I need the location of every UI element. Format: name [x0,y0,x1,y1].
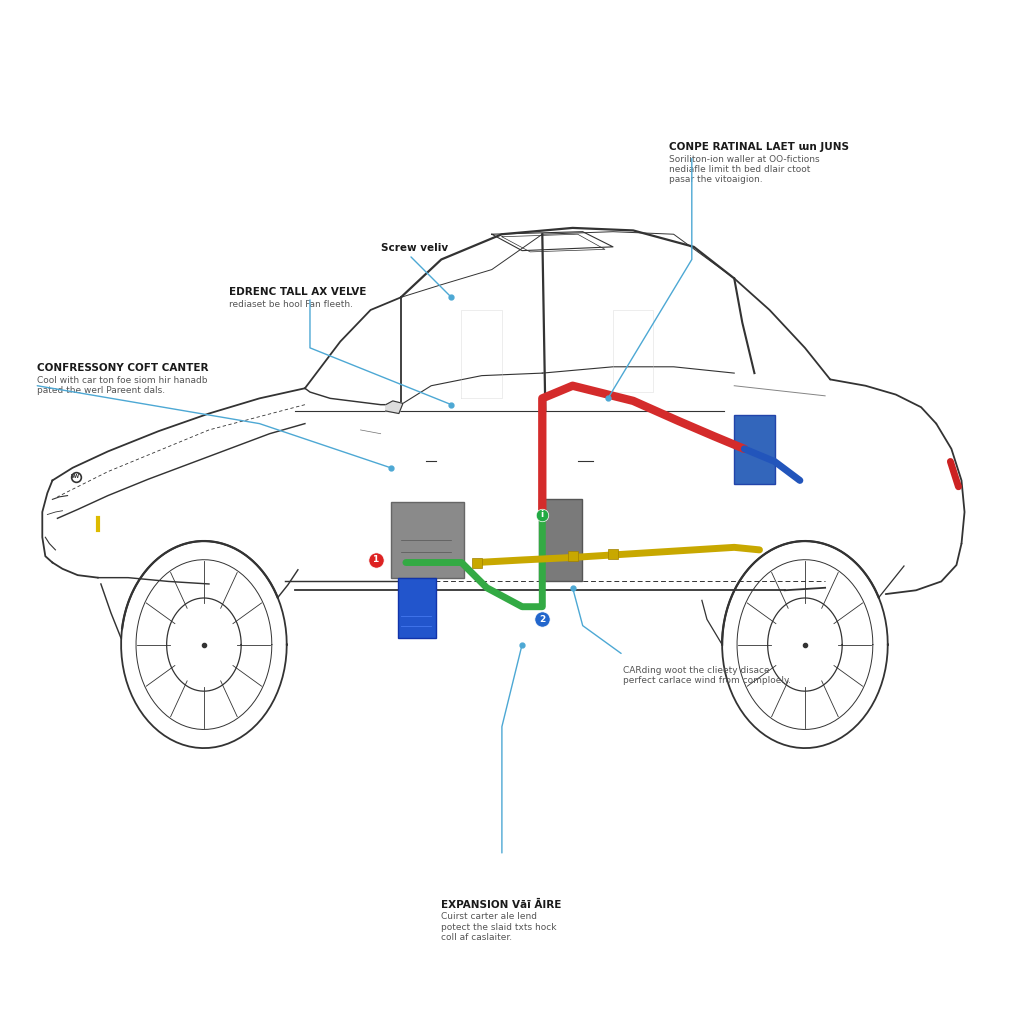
FancyBboxPatch shape [734,415,774,484]
Text: Screw veliv: Screw veliv [381,243,447,253]
Text: VW: VW [71,474,80,479]
Text: Cool with car ton foe siom hir hanadb
pated the werl Pareent dals.: Cool with car ton foe siom hir hanadb pa… [37,376,208,395]
Text: Cuirst carter ale lend
potect the slaid txts hock
coll af caslaiter.: Cuirst carter ale lend potect the slaid … [441,912,557,942]
FancyBboxPatch shape [398,578,436,638]
FancyBboxPatch shape [391,502,464,578]
Polygon shape [386,400,402,414]
Text: CONFRESSONY COFT CANTER: CONFRESSONY COFT CANTER [37,364,209,373]
FancyBboxPatch shape [540,500,582,582]
Text: rediaset be hool Fan fleeth.: rediaset be hool Fan fleeth. [229,300,353,309]
Text: i: i [541,510,544,519]
Text: CARding woot the clieety disace
perfect carlace wind from comploely.: CARding woot the clieety disace perfect … [624,666,792,685]
Text: EXPANSION Vāī ĀIRE: EXPANSION Vāī ĀIRE [441,900,562,909]
Text: 2: 2 [540,614,546,624]
Text: Soriliton-ion waller at OO-fictions
nediafle limit th bed dlair ctoot
pasar the : Soriliton-ion waller at OO-fictions nedi… [669,155,819,184]
Text: CONPE RATINAL LAET ɯn JUNS: CONPE RATINAL LAET ɯn JUNS [669,142,849,153]
Text: EDRENC TALL AX VELVE: EDRENC TALL AX VELVE [229,288,367,297]
Text: 1: 1 [373,555,379,564]
